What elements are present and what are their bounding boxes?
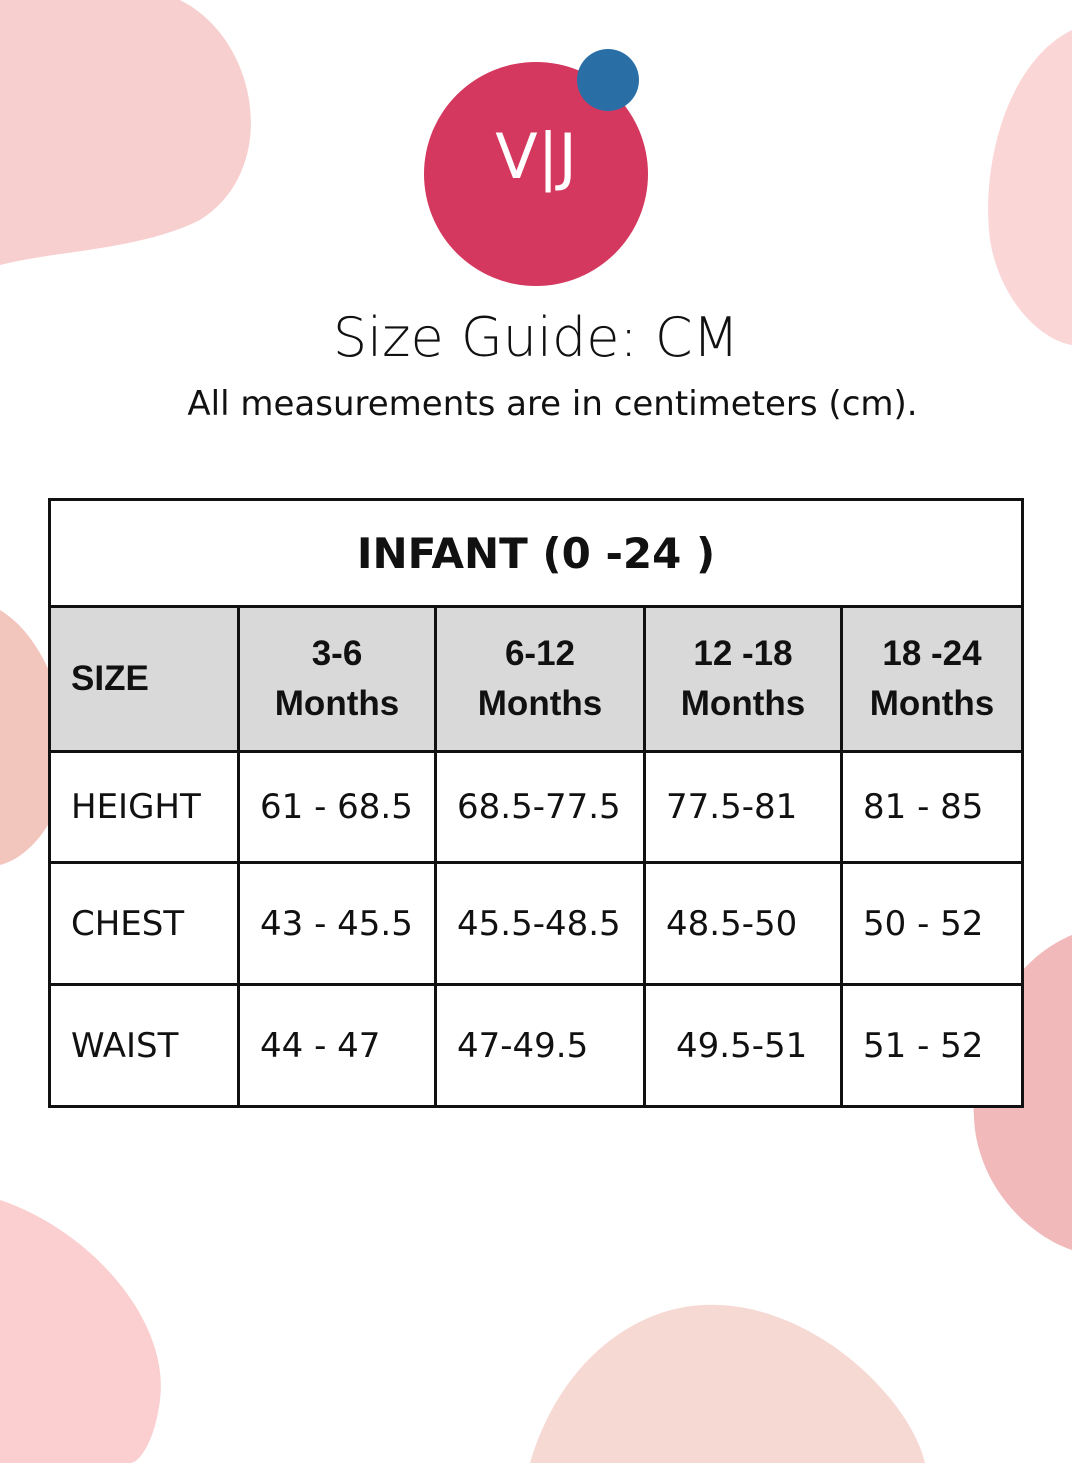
table-row: CHEST 43 - 45.5 45.5-48.5 48.5-50 50 - 5… — [48, 861, 1024, 986]
table-caption-row: INFANT (0 -24 ) — [48, 498, 1024, 608]
table-cell: 47-49.5 — [434, 983, 646, 1108]
blob-bottom-mid — [530, 1304, 925, 1463]
row-label: HEIGHT — [48, 750, 240, 864]
column-header: 6-12 Months — [434, 605, 646, 753]
table-cell: 51 - 52 — [840, 983, 1024, 1108]
table-header-row: SIZE 3-6 Months 6-12 Months 12 -18 Month… — [48, 605, 1024, 753]
table-cell: 50 - 52 — [840, 861, 1024, 986]
table-cell: 68.5-77.5 — [434, 750, 646, 864]
table-cell: 48.5-50 — [643, 861, 843, 986]
table-cell: 43 - 45.5 — [237, 861, 437, 986]
table-cell: 44 - 47 — [237, 983, 437, 1108]
blob-top-left — [0, 0, 251, 265]
column-header: SIZE — [48, 605, 240, 753]
page-title: Size Guide: CM — [332, 306, 740, 369]
page-subtitle: All measurements are in centimeters (cm)… — [187, 384, 918, 424]
blob-top-right — [988, 30, 1072, 345]
table-cell: 49.5-51 — [643, 983, 843, 1108]
table-row: WAIST 44 - 47 47-49.5 49.5-51 51 - 52 — [48, 983, 1024, 1108]
column-header: 3-6 Months — [237, 605, 437, 753]
table-caption: INFANT (0 -24 ) — [48, 498, 1024, 608]
table-row: HEIGHT 61 - 68.5 68.5-77.5 77.5-81 81 - … — [48, 750, 1024, 864]
table-cell: 77.5-81 — [643, 750, 843, 864]
blob-bottom-left — [0, 1200, 161, 1463]
row-label: CHEST — [48, 861, 240, 986]
table-cell: 81 - 85 — [840, 750, 1024, 864]
brand-logo-text: V|J — [495, 120, 577, 193]
row-label: WAIST — [48, 983, 240, 1108]
brand-logo-dot — [577, 49, 639, 111]
table-cell: 61 - 68.5 — [237, 750, 437, 864]
table-cell: 45.5-48.5 — [434, 861, 646, 986]
column-header: 18 -24 Months — [840, 605, 1024, 753]
column-header: 12 -18 Months — [643, 605, 843, 753]
size-table: INFANT (0 -24 ) SIZE 3-6 Months 6-12 Mon… — [48, 498, 1024, 1108]
